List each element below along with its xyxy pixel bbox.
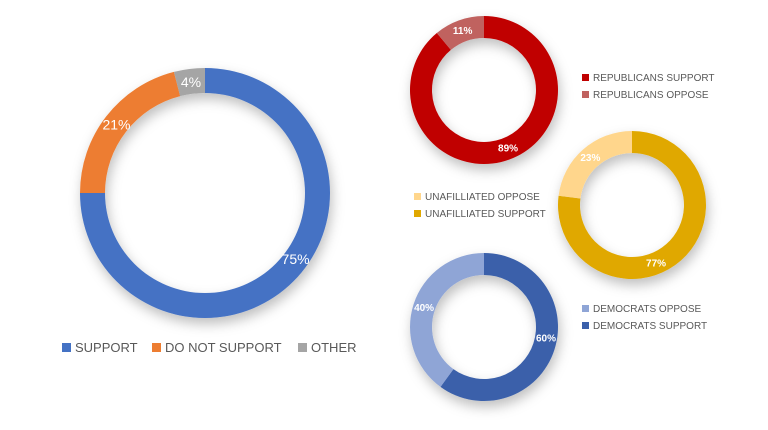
republicans-slice-republicans-oppose bbox=[436, 16, 484, 50]
overall-legend: SUPPORT DO NOT SUPPORT OTHER bbox=[62, 340, 357, 355]
republicans-legend: REPUBLICANS SUPPORT REPUBLICANS OPPOSE bbox=[582, 73, 715, 101]
legend-swatch bbox=[582, 322, 589, 329]
legend-item: DO NOT SUPPORT bbox=[152, 340, 282, 355]
unaffiliated-donut bbox=[558, 131, 706, 279]
legend-item: UNAFILLIATED SUPPORT bbox=[414, 209, 546, 220]
legend-label: REPUBLICANS OPPOSE bbox=[593, 90, 709, 101]
legend-label: UNAFILLIATED SUPPORT bbox=[425, 209, 546, 220]
data-label: 23% bbox=[580, 153, 600, 164]
legend-swatch bbox=[414, 193, 421, 200]
data-label: 60% bbox=[536, 334, 556, 345]
data-label: 21% bbox=[102, 116, 130, 132]
legend-label: REPUBLICANS SUPPORT bbox=[593, 73, 715, 84]
democrats-donut bbox=[410, 253, 558, 401]
unaffiliated-slice-unafilliated-oppose bbox=[558, 131, 632, 199]
overall-slice-do-not-support bbox=[80, 71, 181, 193]
democrats-slice-democrats-oppose bbox=[410, 253, 484, 387]
legend-item: DEMOCRATS OPPOSE bbox=[582, 304, 701, 315]
legend-item: SUPPORT bbox=[62, 340, 138, 355]
democrats-legend: DEMOCRATS OPPOSE DEMOCRATS SUPPORT bbox=[582, 304, 707, 332]
overall-slice-other bbox=[173, 68, 205, 97]
legend-item: OTHER bbox=[298, 340, 357, 355]
legend-label: DEMOCRATS SUPPORT bbox=[593, 321, 707, 332]
legend-item: REPUBLICANS OPPOSE bbox=[582, 90, 709, 101]
republicans-slice-republicans-support bbox=[410, 16, 558, 165]
legend-item: REPUBLICANS SUPPORT bbox=[582, 73, 715, 84]
unaffiliated-slice-unafilliated-support bbox=[558, 131, 706, 279]
data-label: 77% bbox=[646, 259, 666, 270]
data-label: 40% bbox=[414, 303, 434, 314]
democrats-slice-democrats-support bbox=[440, 253, 558, 401]
legend-swatch bbox=[414, 210, 421, 217]
data-label: 4% bbox=[181, 74, 201, 90]
legend-swatch bbox=[582, 91, 589, 98]
unaffiliated-legend: UNAFILLIATED OPPOSE UNAFILLIATED SUPPORT bbox=[414, 192, 546, 220]
republicans-donut bbox=[410, 16, 558, 165]
data-label: 89% bbox=[498, 144, 518, 155]
legend-swatch bbox=[582, 74, 589, 81]
legend-swatch bbox=[298, 343, 307, 352]
legend-label: OTHER bbox=[311, 340, 357, 355]
legend-swatch bbox=[582, 305, 589, 312]
legend-item: DEMOCRATS SUPPORT bbox=[582, 321, 707, 332]
legend-item: UNAFILLIATED OPPOSE bbox=[414, 192, 540, 203]
legend-swatch bbox=[62, 343, 71, 352]
legend-swatch bbox=[152, 343, 161, 352]
legend-label: SUPPORT bbox=[75, 340, 138, 355]
overall-donut bbox=[80, 68, 330, 318]
data-label: 75% bbox=[282, 251, 310, 267]
data-label: 11% bbox=[453, 26, 473, 37]
legend-label: DO NOT SUPPORT bbox=[165, 340, 282, 355]
legend-label: UNAFILLIATED OPPOSE bbox=[425, 192, 540, 203]
legend-label: DEMOCRATS OPPOSE bbox=[593, 304, 701, 315]
